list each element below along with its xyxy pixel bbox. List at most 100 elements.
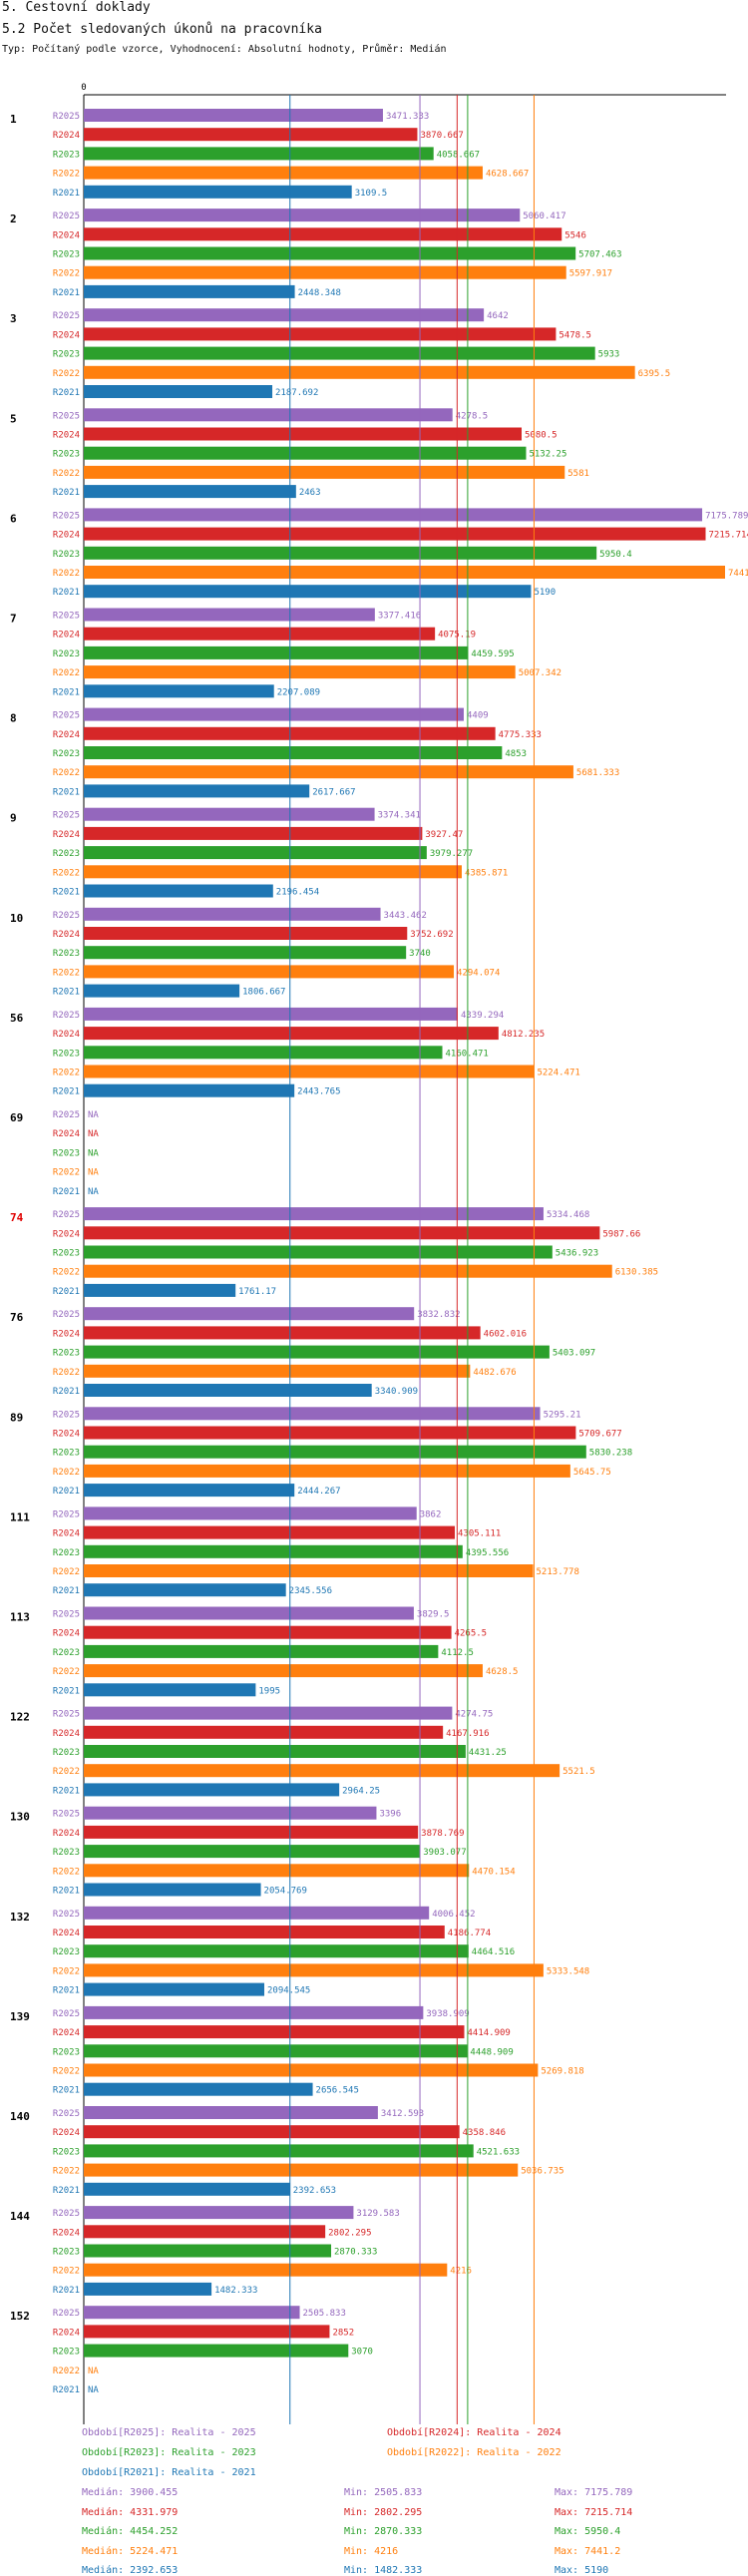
- data-label: 4265.5: [455, 1629, 488, 1639]
- data-label: 3129.583: [356, 2209, 399, 2219]
- data-label: 5581: [567, 469, 589, 479]
- data-label: 2448.348: [298, 288, 341, 298]
- series-label: R2024: [53, 1229, 80, 1239]
- series-label: R2023: [53, 649, 80, 659]
- bar: [84, 1564, 534, 1577]
- group-label: 132: [10, 1911, 30, 1924]
- series-label: R2023: [53, 2248, 80, 2258]
- series-label: R2023: [53, 150, 80, 160]
- data-label: 3070: [351, 2348, 373, 2358]
- data-label: 5950.4: [599, 550, 632, 560]
- data-label: 4305.111: [458, 1529, 501, 1539]
- data-label: 2187.692: [275, 388, 318, 398]
- bar: [84, 1845, 421, 1859]
- series-label: R2024: [53, 1829, 80, 1839]
- data-label: 4395.556: [466, 1548, 509, 1558]
- group-label: 6: [10, 512, 17, 525]
- bar: [84, 2144, 474, 2158]
- data-label: 4160.471: [446, 1049, 489, 1059]
- axis-zero-label: 0: [81, 83, 86, 93]
- data-label: 5521.5: [562, 1767, 595, 1777]
- bar: [84, 1783, 340, 1797]
- data-label: 5830.238: [589, 1449, 632, 1459]
- data-label: 7175.789: [705, 511, 748, 521]
- data-label: 4775.333: [499, 730, 542, 740]
- data-label: 4414.909: [467, 2028, 510, 2038]
- series-label: R2024: [53, 131, 80, 141]
- data-label: 5132.25: [529, 450, 566, 460]
- na-label: NA: [88, 1129, 99, 1139]
- bar: [84, 365, 635, 379]
- group-label: 152: [10, 2310, 30, 2323]
- series-label: R2023: [53, 250, 80, 260]
- data-label: 2443.765: [297, 1087, 340, 1097]
- bar: [84, 1944, 469, 1958]
- series-label: R2025: [53, 1410, 80, 1420]
- group-label: 8: [10, 712, 17, 725]
- series-label: R2021: [53, 1786, 80, 1796]
- data-label: 2617.667: [312, 787, 355, 797]
- bar: [84, 385, 273, 398]
- series-label: R2024: [53, 2128, 80, 2138]
- group-label: 74: [10, 1211, 24, 1224]
- data-label: 3979.277: [430, 849, 473, 859]
- series-label: R2021: [53, 1487, 80, 1497]
- bar: [84, 546, 597, 560]
- bar: [84, 826, 423, 840]
- data-label: 2656.545: [316, 2086, 359, 2096]
- bar: [84, 2163, 519, 2177]
- series-label: R2024: [53, 2028, 80, 2038]
- bar: [84, 1926, 445, 1938]
- series-label: R2024: [53, 1929, 80, 1938]
- data-label: 4278.5: [456, 411, 489, 421]
- series-label: R2023: [53, 1848, 80, 1858]
- data-label: 3903.077: [423, 1848, 466, 1858]
- data-label: 3938.909: [426, 2009, 469, 2019]
- group-label: 2: [10, 213, 17, 225]
- series-label: R2024: [53, 1329, 80, 1339]
- group-label: 5: [10, 412, 17, 425]
- series-label: R2025: [53, 1509, 80, 1519]
- data-label: 2196.454: [276, 888, 319, 898]
- series-label: R2023: [53, 1548, 80, 1558]
- data-label: 2870.333: [334, 2248, 377, 2258]
- bar: [84, 1982, 264, 1996]
- na-label: NA: [88, 2366, 99, 2376]
- data-label: 4642: [487, 311, 509, 321]
- series-label: R2023: [53, 749, 80, 759]
- bar: [84, 2244, 332, 2258]
- data-label: 5060.417: [523, 212, 565, 221]
- stat-min: Min: 2505.833: [344, 2487, 423, 2498]
- bar: [84, 1506, 417, 1520]
- series-label: R2023: [53, 1648, 80, 1658]
- data-label: 4431.25: [469, 1748, 507, 1758]
- series-label: R2021: [53, 1887, 80, 1897]
- series-label: R2021: [53, 787, 80, 797]
- series-label: R2025: [53, 1710, 80, 1720]
- series-label: R2022: [53, 1767, 80, 1777]
- series-label: R2021: [53, 1686, 80, 1696]
- data-label: 4385.871: [465, 868, 508, 878]
- bar: [84, 2344, 349, 2358]
- series-label: R2022: [53, 1966, 80, 1976]
- bar: [84, 408, 453, 422]
- data-label: 4602.016: [484, 1329, 527, 1339]
- na-label: NA: [88, 1148, 99, 1158]
- data-label: 5403.097: [553, 1349, 595, 1359]
- bar: [84, 2125, 460, 2139]
- data-label: 3396: [379, 1810, 401, 1820]
- series-label: R2025: [53, 1210, 80, 1220]
- series-label: R2022: [53, 469, 80, 479]
- bar: [84, 308, 485, 322]
- group-label: 144: [10, 2210, 30, 2223]
- data-label: 6130.385: [615, 1268, 658, 1278]
- bar: [84, 1083, 295, 1097]
- group-label: 7: [10, 613, 17, 626]
- series-label: R2023: [53, 2348, 80, 2358]
- na-label: NA: [88, 1168, 99, 1178]
- data-label: 5645.75: [573, 1468, 611, 1478]
- bar: [84, 1706, 453, 1720]
- series-label: R2023: [53, 1049, 80, 1059]
- data-label: 5190: [534, 588, 556, 598]
- group-label: 139: [10, 2010, 30, 2023]
